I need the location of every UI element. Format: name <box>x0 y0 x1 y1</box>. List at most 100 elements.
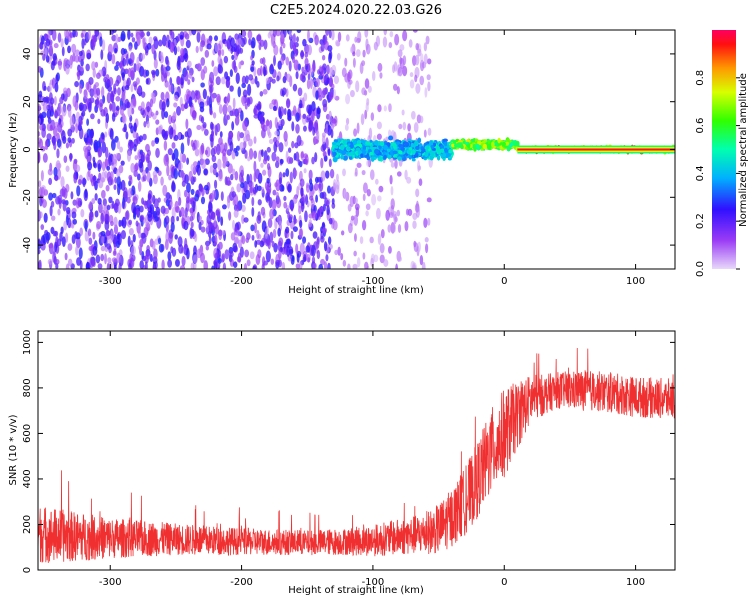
spectrogram-cell <box>377 104 382 113</box>
spectrogram-cell <box>109 128 114 140</box>
spectrogram-cell <box>61 236 66 248</box>
spectrogram-cell <box>444 147 448 153</box>
spectrogram-cell <box>236 183 242 193</box>
spectrogram-cell <box>71 43 77 54</box>
spectrogram-cell <box>204 240 211 247</box>
spectrogram-cell <box>258 42 262 51</box>
spectrogram-cell <box>106 204 111 211</box>
spectrogram-cell <box>294 169 298 177</box>
spectrogram-cell <box>327 45 333 52</box>
spectrogram-cell <box>230 37 235 48</box>
spectrogram-x-ticks: -300 -200 -100 0 100 <box>99 30 645 287</box>
spectrogram-cell <box>371 194 377 206</box>
spectrogram-cell <box>223 142 228 152</box>
spectrogram-cell <box>170 215 175 225</box>
spectrogram-cell <box>272 189 277 196</box>
spectrogram-cell <box>157 237 162 245</box>
spectrogram-cell <box>177 236 183 247</box>
spectrogram-cell <box>168 232 173 244</box>
spectrogram-cell <box>196 124 202 131</box>
spectrogram-cell <box>344 124 349 131</box>
spectrogram-cell <box>195 45 199 54</box>
spectrogram-cell <box>67 258 73 267</box>
spectrogram-cell <box>90 128 94 139</box>
spectrogram-cell <box>224 156 228 165</box>
spectrogram-cell <box>48 82 52 93</box>
spectrogram-cell <box>38 248 41 255</box>
spectrogram-cell <box>295 151 300 162</box>
spectrogram-cell <box>139 214 145 222</box>
spectrogram-cell <box>200 196 206 205</box>
spectrogram-cell <box>383 259 389 267</box>
spectrogram-cell <box>200 33 206 46</box>
spectrogram-cell <box>314 34 319 46</box>
spectrogram-cell <box>329 168 335 179</box>
spectrogram-x-tick-label: 100 <box>626 276 645 287</box>
spectrogram-cell <box>138 230 142 239</box>
spectrogram-cell <box>124 68 129 75</box>
spectrogram-cell <box>55 74 59 85</box>
spectrogram-cell <box>169 30 173 36</box>
spectrogram-cell <box>340 230 345 236</box>
spectrogram-cell <box>133 143 137 152</box>
spectrogram-cell <box>195 140 200 149</box>
spectrogram-cell <box>262 169 267 176</box>
spectrogram-cell <box>101 86 105 98</box>
spectrogram-cell <box>299 219 303 229</box>
spectrogram-cell <box>401 109 405 116</box>
spectrogram-cell <box>173 102 178 108</box>
spectrogram-cell <box>187 79 191 85</box>
spectrogram-cell <box>176 105 181 116</box>
spectrogram-cell <box>229 69 233 78</box>
spectrogram-cell <box>39 211 43 219</box>
spectrogram-cell <box>360 113 365 126</box>
spectrogram-cell <box>326 204 330 216</box>
spectrogram-cell <box>100 253 105 262</box>
spectrogram-cell <box>199 101 205 109</box>
spectrogram-cell <box>186 182 191 194</box>
spectrogram-cell <box>278 237 284 247</box>
spectrogram-cell <box>101 39 106 52</box>
spectrogram-cell <box>286 156 292 165</box>
spectrogram-cell <box>188 170 193 182</box>
spectrogram-cell <box>65 165 70 172</box>
spectrogram-cell <box>120 179 126 191</box>
spectrogram-cell <box>94 193 98 201</box>
spectrogram-cell <box>341 67 347 78</box>
snr-x-ticks: -300 -200 -100 0 100 <box>99 331 645 588</box>
spectrogram-cell <box>48 92 53 102</box>
spectrogram-cell <box>229 258 235 267</box>
spectrogram-cell <box>269 208 275 220</box>
spectrogram-cell <box>44 34 49 40</box>
spectrogram-cell <box>108 214 114 224</box>
spectrogram-cell <box>234 171 239 181</box>
spectrogram-cell <box>417 160 421 172</box>
spectrogram-cell <box>145 101 151 113</box>
spectrogram-cell <box>285 238 291 245</box>
spectrogram-cell <box>200 116 205 124</box>
spectrogram-cell <box>350 46 354 54</box>
spectrogram-cell <box>132 131 138 139</box>
spectrogram-cell <box>291 54 296 64</box>
spectrogram-cell <box>79 227 83 236</box>
spectrogram-cell <box>104 170 108 178</box>
spectrogram-y-tick-label: 20 <box>22 95 33 108</box>
spectrogram-cell <box>154 137 160 144</box>
spectrogram-cell <box>38 138 44 150</box>
spectrogram-cell <box>241 30 247 38</box>
spectrogram-cell <box>451 143 456 148</box>
spectrogram-cell <box>340 155 344 160</box>
snr-xlabel: Height of straight line (km) <box>288 585 424 596</box>
spectrogram-cell <box>81 103 88 112</box>
spectrogram-cell <box>126 150 132 162</box>
spectrogram-cell <box>388 103 392 113</box>
spectrogram-cell <box>472 143 477 150</box>
spectrogram-cell <box>377 195 382 202</box>
spectrogram-cell <box>383 105 387 112</box>
spectrogram-cell <box>146 244 150 252</box>
spectrogram-cell <box>85 262 91 269</box>
spectrogram-cell <box>57 208 61 216</box>
spectrogram-cell <box>55 258 60 265</box>
spectrogram-cell <box>344 57 348 67</box>
spectrogram-cell <box>245 75 249 85</box>
